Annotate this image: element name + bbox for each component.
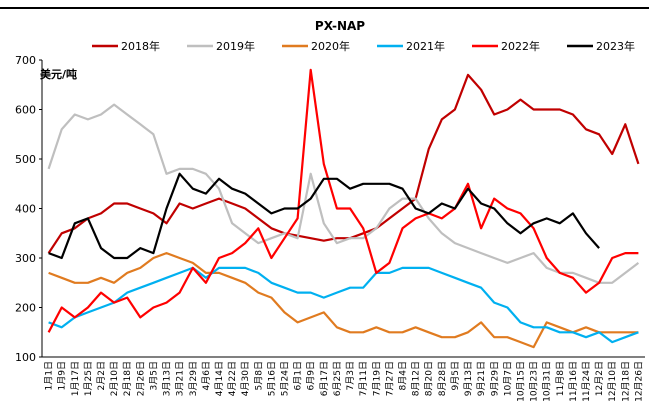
legend-label: 2018年 xyxy=(121,39,160,53)
series-line xyxy=(47,68,639,333)
x-tick-label: 12月10日 xyxy=(607,361,618,402)
legend-label: 2023年 xyxy=(596,39,635,53)
y-label: 美元/吨 xyxy=(40,67,77,81)
y-tick-label: 600 xyxy=(15,104,36,117)
x-tick-label: 8月20日 xyxy=(424,361,435,396)
x-tick-label: 1月1日 xyxy=(44,361,55,390)
x-tick-label: 12月26日 xyxy=(633,361,644,402)
x-tick-label: 10月23日 xyxy=(529,361,540,402)
x-tick-label: 4月14日 xyxy=(214,361,225,396)
x-tick-label: 11月8日 xyxy=(555,361,566,396)
y-tick-label: 100 xyxy=(15,351,36,364)
x-tick-label: 6月1日 xyxy=(293,361,304,390)
series-line xyxy=(48,266,639,344)
x-tick-label: 6月17日 xyxy=(319,361,330,396)
x-tick-label: 4月30日 xyxy=(240,361,251,396)
x-tick-label: 10月31日 xyxy=(542,361,553,402)
legend-label: 2022年 xyxy=(501,39,540,53)
y-tick-label: 500 xyxy=(15,153,36,166)
x-tick-label: 7月11日 xyxy=(358,361,369,396)
x-tick-label: 8月12日 xyxy=(411,361,422,396)
x-tick-label: 11月16日 xyxy=(568,361,579,402)
x-tick-label: 8月4日 xyxy=(397,361,408,390)
x-tick-label: 1月17日 xyxy=(70,361,81,396)
y-tick-label: 400 xyxy=(15,203,36,216)
x-tick-label: 5月16日 xyxy=(266,361,277,396)
x-tick-label: 5月24日 xyxy=(280,361,291,396)
x-tick-label: 6月25日 xyxy=(332,361,343,396)
x-tick-label: 1月25日 xyxy=(83,361,94,396)
x-tick-label: 2月2日 xyxy=(96,361,107,390)
y-tick-label: 700 xyxy=(15,54,36,67)
series-line xyxy=(48,172,600,260)
x-tick-label: 3月5日 xyxy=(148,361,159,390)
legend-label: 2019年 xyxy=(216,39,255,53)
y-tick-label: 300 xyxy=(15,252,36,265)
chart-title: PX-NAP xyxy=(315,19,365,33)
x-tick-label: 6月9日 xyxy=(306,361,317,390)
x-tick-label: 9月5日 xyxy=(450,361,461,390)
x-tick-label: 3月21日 xyxy=(175,361,186,396)
x-tick-label: 8月28日 xyxy=(437,361,448,396)
legend-label: 2020年 xyxy=(311,39,350,53)
x-tick-label: 7月19日 xyxy=(371,361,382,396)
x-tick-label: 12月2日 xyxy=(594,361,605,396)
y-tick-label: 200 xyxy=(15,302,36,315)
x-tick-label: 7月3日 xyxy=(345,361,356,390)
x-tick-label: 2月10日 xyxy=(109,361,120,396)
x-tick-label: 3月13日 xyxy=(162,361,173,396)
x-tick-label: 4月6日 xyxy=(201,361,212,390)
x-tick-label: 11月24日 xyxy=(581,361,592,402)
series-line xyxy=(47,73,640,254)
x-tick-label: 1月9日 xyxy=(57,361,68,390)
x-tick-label: 4月22日 xyxy=(227,361,238,396)
x-tick-label: 2月26日 xyxy=(135,361,146,396)
series-line xyxy=(48,252,639,349)
x-tick-label: 9月21日 xyxy=(476,361,487,396)
x-tick-label: 12月18日 xyxy=(620,361,631,402)
x-tick-label: 9月13日 xyxy=(463,361,474,396)
x-tick-label: 9月29日 xyxy=(489,361,500,396)
x-tick-label: 10月15日 xyxy=(515,361,526,402)
x-tick-label: 2月18日 xyxy=(122,361,133,396)
x-tick-label: 7月27日 xyxy=(384,361,395,396)
series-line xyxy=(47,103,640,284)
x-tick-label: 10月7日 xyxy=(502,361,513,396)
x-tick-label: 5月8日 xyxy=(253,361,264,390)
legend-label: 2021年 xyxy=(406,39,445,53)
x-tick-label: 3月29日 xyxy=(188,361,199,396)
